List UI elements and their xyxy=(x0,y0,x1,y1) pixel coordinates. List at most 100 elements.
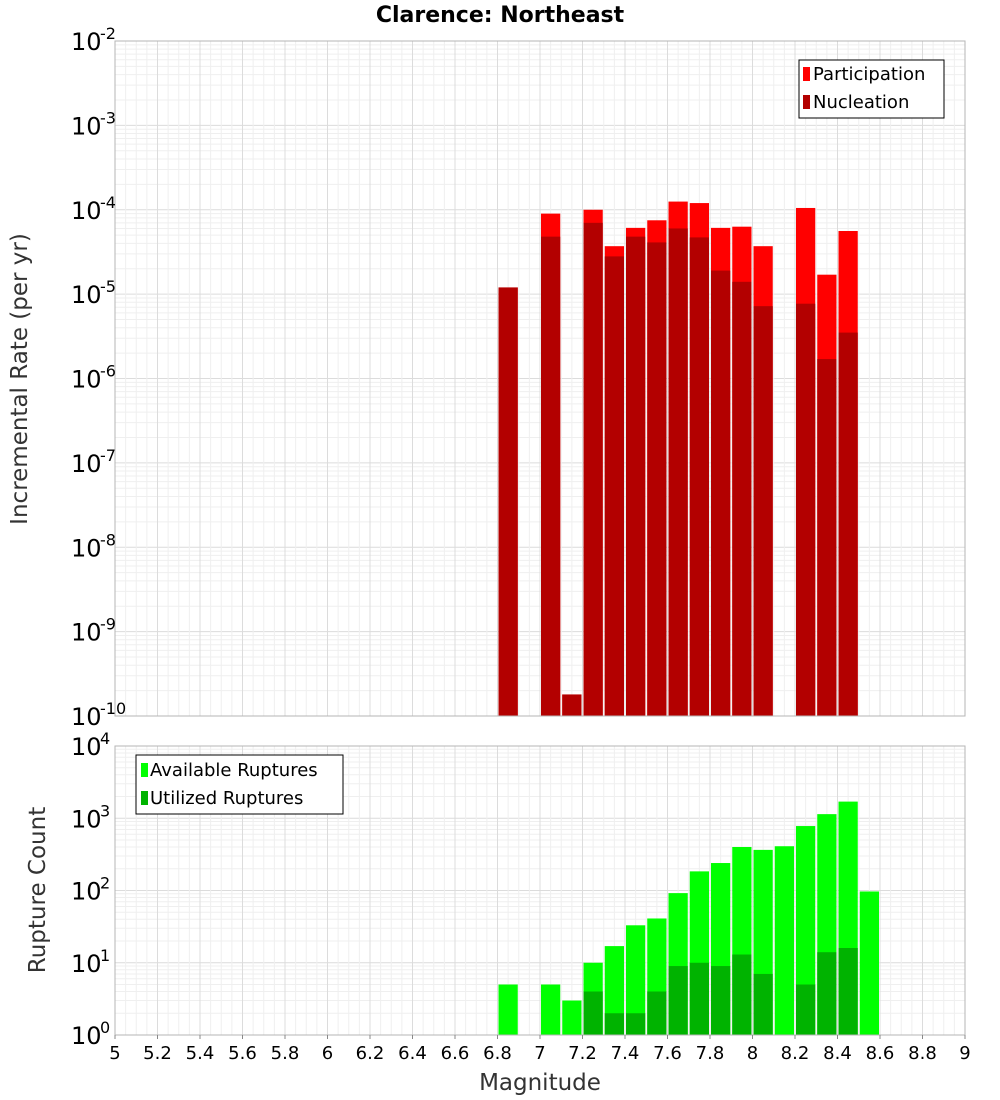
top-bar-nucleation xyxy=(626,236,646,716)
top-y-tick-exponent: -8 xyxy=(100,530,116,549)
top-y-tick-exponent: -2 xyxy=(100,24,116,43)
top-plot-area xyxy=(114,40,966,717)
top-plot-frame xyxy=(114,40,966,717)
top-y-tick-label: 10-3 xyxy=(71,108,116,140)
bottom-y-tick-exponent: 4 xyxy=(100,729,110,748)
bottom-y-tick-base: 10 xyxy=(71,950,102,978)
x-tick-label: 6.2 xyxy=(356,1043,385,1064)
x-tick-label: 8.8 xyxy=(908,1043,937,1064)
bottom-bar-utilized-ruptures xyxy=(604,1013,624,1035)
legend-swatch-nucleation xyxy=(803,95,810,109)
bottom-legend: Available Ruptures Utilized Ruptures xyxy=(135,754,344,815)
x-tick-label: 6.4 xyxy=(398,1043,427,1064)
bottom-bar-available-ruptures xyxy=(604,946,624,1035)
bottom-bar-utilized-ruptures xyxy=(732,954,752,1035)
top-y-tick-label: 10-5 xyxy=(71,277,116,309)
x-tick-label: 6.6 xyxy=(441,1043,470,1064)
legend-label-nucleation: Nucleation xyxy=(813,92,909,113)
legend-label-available: Available Ruptures xyxy=(150,760,318,781)
bottom-bar-available-ruptures xyxy=(859,891,879,1035)
top-bar-nucleation xyxy=(753,306,773,716)
bottom-y-tick-base: 10 xyxy=(71,733,102,761)
bottom-plot-area xyxy=(114,745,966,1036)
bottom-bar-utilized-ruptures xyxy=(668,966,688,1035)
bottom-y-tick-label: 104 xyxy=(71,729,110,761)
top-y-tick-label: 10-4 xyxy=(71,193,116,225)
bottom-legend-box xyxy=(135,754,344,815)
top-y-tick-label: 10-9 xyxy=(71,615,116,647)
x-tick-label: 9 xyxy=(959,1043,970,1064)
top-legend: Participation Nucleation xyxy=(798,59,945,119)
top-bar-nucleation xyxy=(817,359,837,716)
bottom-bar-utilized-ruptures xyxy=(711,966,731,1035)
top-y-tick-base: 10 xyxy=(71,28,102,56)
x-tick-label: 6.8 xyxy=(483,1043,512,1064)
x-tick-label: 6 xyxy=(322,1043,333,1064)
top-y-tick-exponent: -10 xyxy=(100,699,126,718)
top-y-tick-base: 10 xyxy=(71,450,102,478)
top-y-tick-base: 10 xyxy=(71,281,102,309)
legend-swatch-participation xyxy=(803,67,810,81)
bottom-y-tick-label: 103 xyxy=(71,801,110,833)
top-bar-nucleation xyxy=(796,303,816,716)
top-y-tick-exponent: -7 xyxy=(100,446,116,465)
bottom-y-tick-exponent: 1 xyxy=(100,946,110,965)
bottom-y-tick-label: 100 xyxy=(71,1018,110,1050)
x-tick-label: 5.4 xyxy=(186,1043,215,1064)
bottom-bar-available-ruptures xyxy=(774,846,794,1035)
bottom-y-tick-exponent: 2 xyxy=(100,874,110,893)
bottom-bar-utilized-ruptures xyxy=(647,991,667,1035)
bottom-bar-utilized-ruptures xyxy=(689,962,709,1035)
top-bar-nucleation xyxy=(689,237,709,716)
x-tick-label: 5.8 xyxy=(271,1043,300,1064)
top-y-tick-exponent: -3 xyxy=(100,108,116,127)
x-tick-label: 7.8 xyxy=(696,1043,725,1064)
bottom-y-tick-exponent: 0 xyxy=(100,1018,110,1037)
top-y-tick-exponent: -5 xyxy=(100,277,116,296)
legend-swatch-available xyxy=(141,763,148,777)
legend-label-utilized: Utilized Ruptures xyxy=(150,788,303,809)
top-y-tick-label: 10-6 xyxy=(71,362,116,394)
top-bar-nucleation xyxy=(604,256,624,716)
bottom-bar-utilized-ruptures xyxy=(838,948,858,1035)
top-y-tick-label: 10-10 xyxy=(71,699,126,731)
top-y-tick-label: 10-7 xyxy=(71,446,116,478)
x-tick-label: 5 xyxy=(109,1043,120,1064)
top-y-tick-base: 10 xyxy=(71,619,102,647)
bottom-y-tick-label: 101 xyxy=(71,946,110,978)
bottom-bar-utilized-ruptures xyxy=(817,952,837,1035)
top-y-tick-label: 10-8 xyxy=(71,530,116,562)
x-axis-label: Magnitude xyxy=(479,1070,601,1096)
top-bar-nucleation xyxy=(583,222,603,716)
legend-swatch-utilized xyxy=(141,791,148,805)
bottom-bar-available-ruptures xyxy=(562,1000,582,1035)
x-tick-label: 7.2 xyxy=(568,1043,597,1064)
x-tick-label: 8.4 xyxy=(823,1043,852,1064)
x-tick-label: 7 xyxy=(534,1043,545,1064)
top-bar-nucleation xyxy=(647,242,667,716)
bottom-bar-available-ruptures xyxy=(796,826,816,1035)
x-tick-label: 8 xyxy=(747,1043,758,1064)
x-tick-label: 5.6 xyxy=(228,1043,257,1064)
bottom-y-tick-base: 10 xyxy=(71,1022,102,1050)
bottom-bar-utilized-ruptures xyxy=(626,1013,646,1035)
top-bar-nucleation xyxy=(711,270,731,716)
top-bar-nucleation xyxy=(838,332,858,716)
x-tick-label: 8.6 xyxy=(866,1043,895,1064)
top-bar-nucleation xyxy=(668,228,688,716)
x-tick-label: 7.4 xyxy=(611,1043,640,1064)
top-y-axis-label: Incremental Rate (per yr) xyxy=(7,233,33,525)
top-y-tick-exponent: -9 xyxy=(100,615,116,634)
top-y-tick-label: 10-2 xyxy=(71,24,116,56)
bottom-y-tick-exponent: 3 xyxy=(100,801,110,820)
top-y-tick-base: 10 xyxy=(71,112,102,140)
top-y-tick-base: 10 xyxy=(71,197,102,225)
bottom-y-tick-label: 102 xyxy=(71,874,110,906)
x-tick-label: 5.2 xyxy=(143,1043,172,1064)
top-y-tick-exponent: -6 xyxy=(100,362,116,381)
bottom-bar-available-ruptures xyxy=(541,984,561,1035)
top-y-tick-exponent: -4 xyxy=(100,193,116,212)
bottom-y-tick-base: 10 xyxy=(71,878,102,906)
top-bar-nucleation xyxy=(498,287,518,716)
